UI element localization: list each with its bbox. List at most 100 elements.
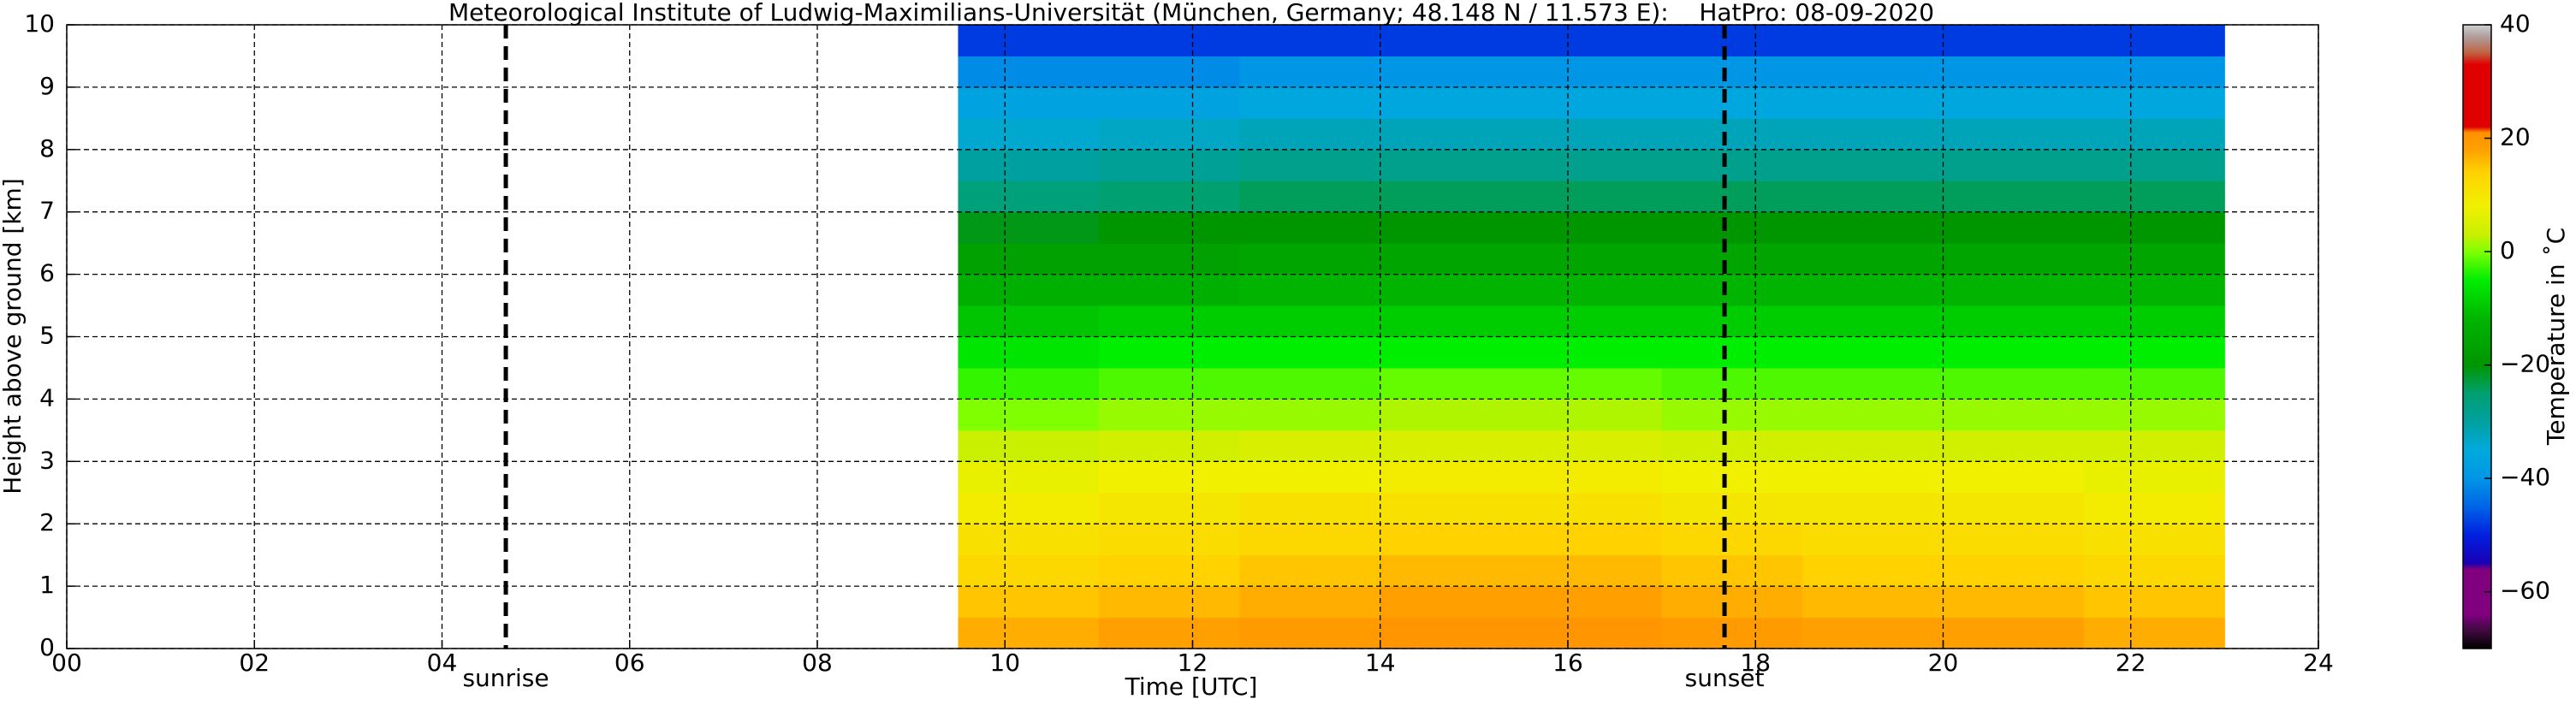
heatmap-cell [1380, 211, 1522, 244]
heatmap-cell [1661, 367, 1803, 400]
x-tick-label: 10 [989, 649, 1020, 677]
heatmap-cell [1239, 430, 1381, 462]
y-tick-label: 8 [39, 134, 55, 163]
heatmap-cell [1098, 492, 1240, 524]
colorbar-tick-label: 20 [2500, 123, 2531, 151]
heatmap-cell [1661, 336, 1803, 369]
heatmap-cell [1802, 86, 1944, 119]
y-axis-label: Height above ground [km] [0, 178, 27, 495]
heatmap-cell [1239, 399, 1381, 431]
heatmap-cell [1802, 554, 1944, 587]
colorbar [2462, 24, 2492, 649]
y-tick-label: 2 [39, 508, 55, 536]
heatmap-cell [1380, 399, 1522, 431]
heatmap-cell [1098, 430, 1240, 462]
heatmap-cell [1802, 430, 1944, 462]
heatmap-cell [1098, 86, 1240, 119]
colorbar-label: Temperature in ˚C [2542, 228, 2570, 446]
heatmap-cell [1239, 181, 1381, 213]
heatmap-cell [1521, 399, 1663, 431]
heatmap-cell [1943, 274, 2085, 306]
heatmap-cell [958, 461, 1100, 494]
heatmap-cell [1943, 56, 2085, 88]
heatmap-cell [1802, 56, 1944, 88]
heatmap-cell [1943, 461, 2085, 494]
heatmap-cell [1239, 118, 1381, 151]
heatmap-cell [1661, 430, 1803, 462]
heatmap-cell [1802, 181, 1944, 213]
heatmap-cell [1521, 430, 1663, 462]
heatmap-cell [2083, 399, 2225, 431]
heatmap-cell [1239, 367, 1381, 400]
heatmap-cell [1380, 617, 1522, 649]
heatmap-cell [1521, 149, 1663, 181]
heatmap-cell [1239, 149, 1381, 181]
y-tick-label: 1 [39, 571, 55, 599]
heatmap-cell [1239, 56, 1381, 88]
colorbar-tick-label: 0 [2500, 236, 2515, 264]
heatmap-cell [1943, 586, 2085, 619]
heatmap-cell [1661, 181, 1803, 213]
heatmap-cell [1380, 25, 1522, 56]
heatmap-cell [1380, 336, 1522, 369]
heatmap-cell [1380, 492, 1522, 524]
heatmap-cell [2083, 243, 2225, 275]
x-tick-label: 14 [1365, 649, 1396, 677]
heatmap-cell [1239, 243, 1381, 275]
y-tick-label: 0 [39, 633, 55, 661]
x-tick-label: 12 [1178, 649, 1208, 677]
heatmap-cell [958, 56, 1100, 88]
heatmap-cell [1380, 367, 1522, 400]
heatmap-cell [1661, 86, 1803, 119]
heatmap-cell [1521, 586, 1663, 619]
heatmap-cell [2083, 430, 2225, 462]
heatmap-cell [1098, 149, 1240, 181]
heatmap-cell [1098, 554, 1240, 587]
heatmap-cell [1239, 461, 1381, 494]
heatmap-cell [1802, 211, 1944, 244]
heatmap-cell [2083, 149, 2225, 181]
heatmap-cell [1802, 118, 1944, 151]
heatmap-cell [2083, 25, 2225, 56]
heatmap-cell [1239, 554, 1381, 587]
heatmap-cell [1802, 617, 1944, 649]
heatmap-cell [1521, 86, 1663, 119]
heatmap-cell [1521, 554, 1663, 587]
heatmap-cell [1521, 181, 1663, 213]
heatmap-cell [1521, 492, 1663, 524]
heatmap-cell [1521, 243, 1663, 275]
heatmap-cell [1098, 274, 1240, 306]
x-tick-label: 16 [1552, 649, 1583, 677]
heatmap-cell [1802, 399, 1944, 431]
y-tick-label: 4 [39, 383, 55, 412]
heatmap-cell [958, 336, 1100, 369]
x-tick-label: 18 [1740, 649, 1771, 677]
x-tick-label: 00 [51, 649, 82, 677]
heatmap-cell [958, 149, 1100, 181]
heatmap-cell [1098, 56, 1240, 88]
heatmap-cell [1802, 524, 1944, 556]
heatmap-cell [1521, 305, 1663, 337]
x-tick-label: 04 [427, 649, 458, 677]
heatmap-cell [1802, 336, 1944, 369]
heatmap-cell [1380, 586, 1522, 619]
heatmap-cell [2083, 524, 2225, 556]
heatmap-cell [1661, 243, 1803, 275]
heatmap-cell [1943, 617, 2085, 649]
heatmap-cell [1521, 336, 1663, 369]
heatmap-cell [1098, 181, 1240, 213]
heatmap-cell [1943, 367, 2085, 400]
heatmap-cell [2083, 181, 2225, 213]
x-tick-label: 22 [2116, 649, 2146, 677]
heatmap-cell [1802, 586, 1944, 619]
heatmap-cell [1098, 243, 1240, 275]
heatmap-cell [1239, 336, 1381, 369]
heatmap-cell [1802, 492, 1944, 524]
heatmap-cell [1098, 336, 1240, 369]
heatmap-cell [1943, 243, 2085, 275]
heatmap-cell [1098, 211, 1240, 244]
y-tick-label: 5 [39, 322, 55, 350]
x-axis-label: Time [UTC] [1125, 672, 1258, 701]
heatmap-cell [1380, 149, 1522, 181]
heatmap-cell [1521, 524, 1663, 556]
